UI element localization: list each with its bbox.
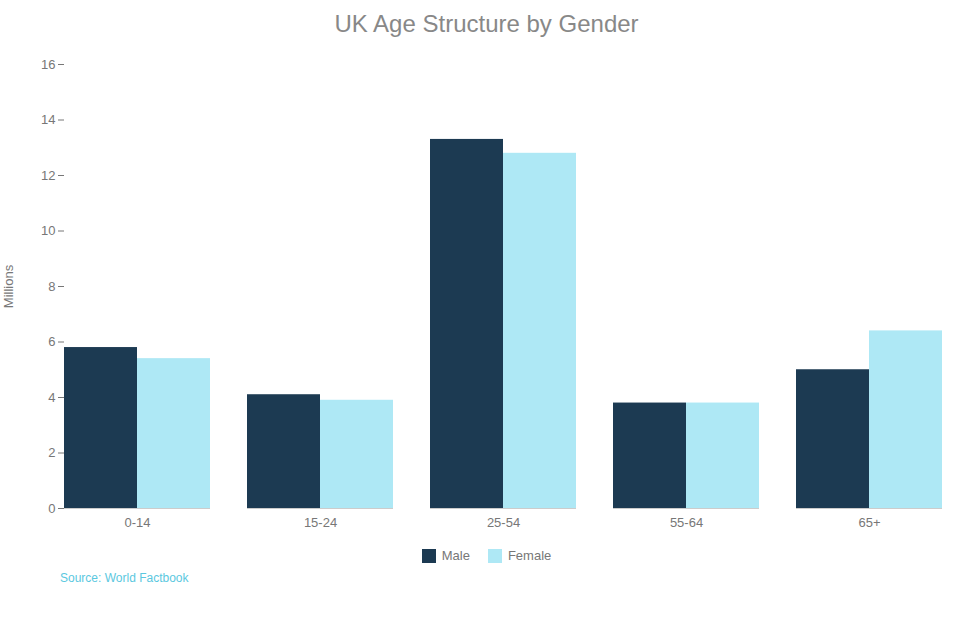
svg-text:Millions: Millions bbox=[1, 264, 16, 308]
svg-text:55-64: 55-64 bbox=[670, 515, 703, 530]
svg-text:12: 12 bbox=[41, 168, 55, 183]
svg-text:10: 10 bbox=[41, 223, 55, 238]
svg-text:14: 14 bbox=[41, 112, 55, 127]
svg-text:15-24: 15-24 bbox=[304, 515, 337, 530]
html-text:Male: Male bbox=[441, 548, 470, 563]
svg-text:4: 4 bbox=[48, 390, 55, 405]
svg-text:2: 2 bbox=[48, 445, 55, 460]
svg-text:8: 8 bbox=[48, 279, 55, 294]
svg-text:16: 16 bbox=[41, 57, 55, 72]
svg-text:0-14: 0-14 bbox=[124, 515, 150, 530]
svg-text:25-54: 25-54 bbox=[487, 515, 520, 530]
svg-text:0: 0 bbox=[48, 501, 55, 516]
html-text:Female: Female bbox=[507, 548, 552, 563]
svg-text:65+: 65+ bbox=[858, 515, 880, 530]
html-text:UK Age Structure by Gender: UK Age Structure by Gender bbox=[334, 10, 639, 37]
html-text:Source: World Factbook: Source: World Factbook bbox=[60, 571, 189, 585]
svg-text:6: 6 bbox=[48, 334, 55, 349]
